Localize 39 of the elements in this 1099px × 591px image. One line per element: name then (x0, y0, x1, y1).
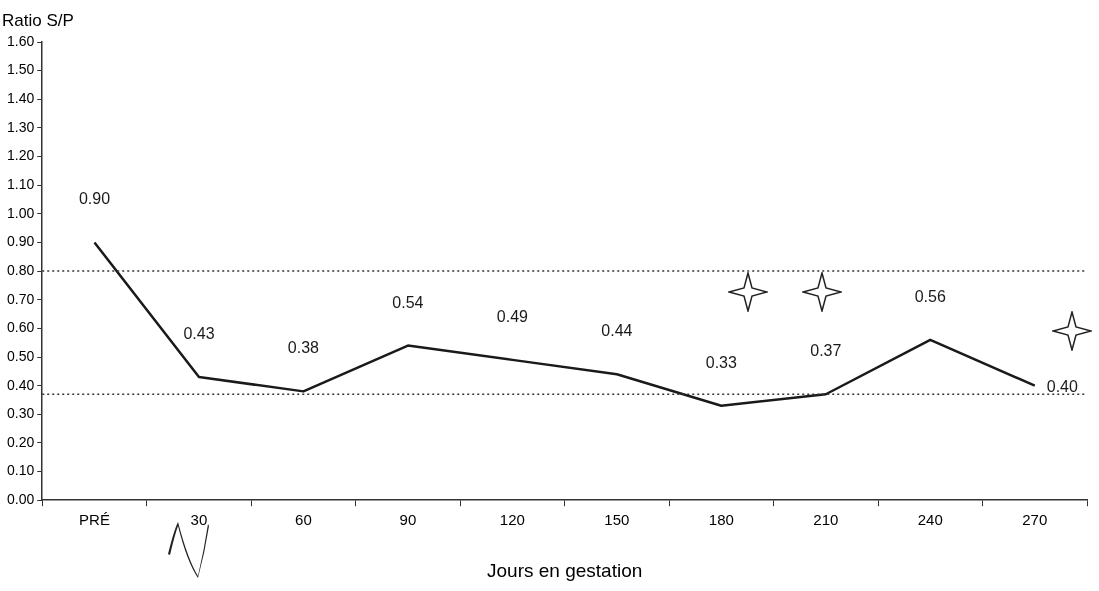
y-tick-label: 1.60 (7, 32, 35, 49)
y-tick-label: 0.60 (7, 319, 35, 336)
x-tick-label: 270 (1022, 511, 1048, 529)
data-label: 0.54 (392, 293, 424, 311)
y-tick-label: 1.30 (7, 118, 35, 135)
x-tick-label: 150 (604, 511, 630, 529)
data-label: 0.33 (705, 353, 738, 371)
data-label: 0.40 (1046, 377, 1078, 395)
y-tick-label: 0.50 (7, 347, 35, 364)
y-tick-label: 1.00 (7, 204, 35, 221)
y-tick-label: 1.50 (7, 61, 35, 78)
y-axis-title: Ratio S/P (2, 11, 74, 30)
data-label: 0.37 (810, 342, 842, 360)
x-tick-label: 240 (917, 511, 943, 529)
y-tick-label: 0.40 (7, 376, 35, 393)
y-tick-label: 1.20 (7, 147, 35, 164)
y-tick-label: 0.70 (7, 290, 35, 307)
x-tick-label: 90 (399, 511, 417, 529)
data-label: 0.44 (601, 322, 633, 340)
x-tick-label: 210 (813, 511, 839, 529)
x-tick-label: 30 (190, 511, 208, 529)
x-tick-label: 180 (708, 511, 734, 529)
data-label: 0.56 (914, 287, 946, 305)
data-label: 0.43 (183, 325, 215, 343)
y-tick-label: 0.30 (7, 405, 35, 422)
data-label: 0.38 (287, 339, 320, 357)
y-tick-label: 0.20 (7, 433, 35, 450)
x-tick-label: 60 (295, 511, 312, 529)
x-tick-label: 120 (499, 511, 525, 529)
y-tick-label: 0.10 (7, 462, 35, 479)
x-axis-title: Jours en gestation (486, 559, 643, 581)
y-tick-label: 0.00 (7, 491, 35, 508)
data-label: 0.90 (78, 190, 111, 208)
y-tick-label: 1.10 (7, 176, 35, 193)
y-tick-label: 1.40 (7, 90, 35, 107)
x-tick-label: PRÉ (79, 511, 110, 529)
y-tick-label: 0.90 (7, 233, 35, 250)
y-tick-label: 0.80 (7, 261, 35, 278)
data-label: 0.49 (496, 307, 529, 325)
